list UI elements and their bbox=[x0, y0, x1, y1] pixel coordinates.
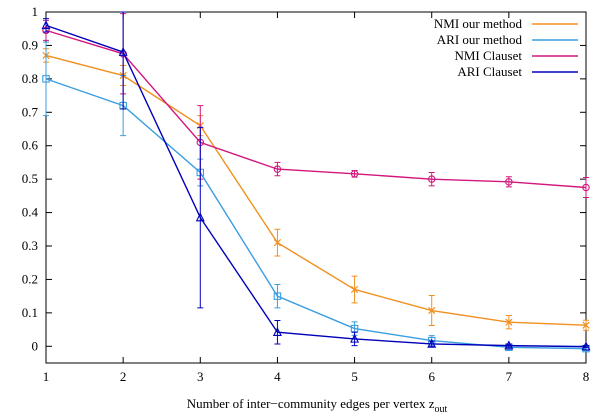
x-tick-label: 1 bbox=[43, 369, 50, 384]
x-tick-label: 4 bbox=[274, 369, 281, 384]
x-axis-label-main: Number of inter−community edges per vert… bbox=[187, 396, 435, 411]
data-point bbox=[427, 338, 437, 348]
data-point bbox=[582, 183, 590, 192]
series-3 bbox=[41, 11, 591, 351]
series-line bbox=[45, 29, 587, 189]
error-bar bbox=[43, 41, 49, 117]
legend-item: NMI our method bbox=[434, 16, 578, 31]
data-point bbox=[505, 178, 513, 186]
x-axis: 1 2 3 4 5 6 7 8 bbox=[43, 12, 590, 384]
x-axis-label: Number of inter−community edges per vert… bbox=[187, 396, 448, 415]
series-line bbox=[45, 54, 587, 326]
data-point bbox=[272, 327, 282, 336]
x-axis-label-subscript: out bbox=[434, 404, 447, 415]
y-tick-label: 0.1 bbox=[22, 305, 38, 320]
legend-label: ARI our method bbox=[437, 32, 523, 47]
x-tick-label: 3 bbox=[197, 369, 204, 384]
error-bar bbox=[505, 343, 512, 348]
legend-label: NMI Clauset bbox=[454, 48, 522, 63]
y-tick-label: 0.9 bbox=[22, 37, 38, 52]
legend-item: NMI Clauset bbox=[454, 48, 578, 63]
data-point bbox=[118, 46, 128, 56]
data-point bbox=[195, 212, 205, 222]
series-group bbox=[41, 11, 591, 353]
series-line bbox=[45, 78, 587, 350]
x-tick-label: 8 bbox=[583, 369, 590, 384]
data-point bbox=[582, 321, 590, 329]
y-tick-label: 0.3 bbox=[22, 238, 38, 253]
data-point bbox=[350, 285, 359, 294]
data-point bbox=[350, 170, 359, 178]
data-point bbox=[581, 341, 591, 351]
data-point bbox=[273, 292, 282, 300]
series-0 bbox=[42, 48, 590, 331]
legend-label: NMI our method bbox=[434, 16, 523, 31]
y-tick-label: 0.7 bbox=[22, 104, 39, 119]
x-tick-label: 5 bbox=[351, 369, 358, 384]
y-tick-label: 0 bbox=[32, 338, 39, 353]
y-tick-label: 0.8 bbox=[22, 71, 38, 86]
error-bar bbox=[120, 11, 127, 110]
y-axis: 0 0.1 0.2 0.3 0.4 0.5 0.6 0.7 0.8 0.9 1 bbox=[22, 4, 586, 353]
data-point bbox=[350, 333, 360, 343]
data-point bbox=[505, 318, 513, 326]
x-tick-label: 6 bbox=[428, 369, 435, 384]
y-tick-label: 0.6 bbox=[22, 138, 39, 153]
data-point bbox=[504, 340, 514, 350]
data-point bbox=[273, 239, 282, 247]
data-point bbox=[428, 306, 436, 315]
y-tick-label: 0.2 bbox=[22, 271, 38, 286]
data-point bbox=[42, 75, 50, 83]
error-bar bbox=[197, 126, 204, 309]
legend-item: ARI our method bbox=[437, 32, 578, 47]
y-tick-label: 1 bbox=[32, 4, 39, 19]
legend-item: ARI Clauset bbox=[457, 64, 578, 79]
error-bar bbox=[428, 171, 435, 187]
y-tick-label: 0.5 bbox=[22, 171, 38, 186]
x-tick-label: 2 bbox=[120, 369, 127, 384]
error-bar bbox=[274, 320, 281, 345]
y-tick-label: 0.4 bbox=[22, 205, 39, 220]
error-bar bbox=[274, 161, 281, 177]
data-point bbox=[41, 20, 51, 30]
data-point bbox=[273, 165, 282, 173]
legend-label: ARI Clauset bbox=[457, 64, 522, 79]
series-1 bbox=[42, 41, 590, 353]
data-point bbox=[427, 175, 436, 183]
error-bar bbox=[274, 283, 281, 309]
error-bar bbox=[583, 176, 589, 199]
series-line bbox=[45, 24, 587, 348]
x-tick-label: 7 bbox=[506, 369, 513, 384]
